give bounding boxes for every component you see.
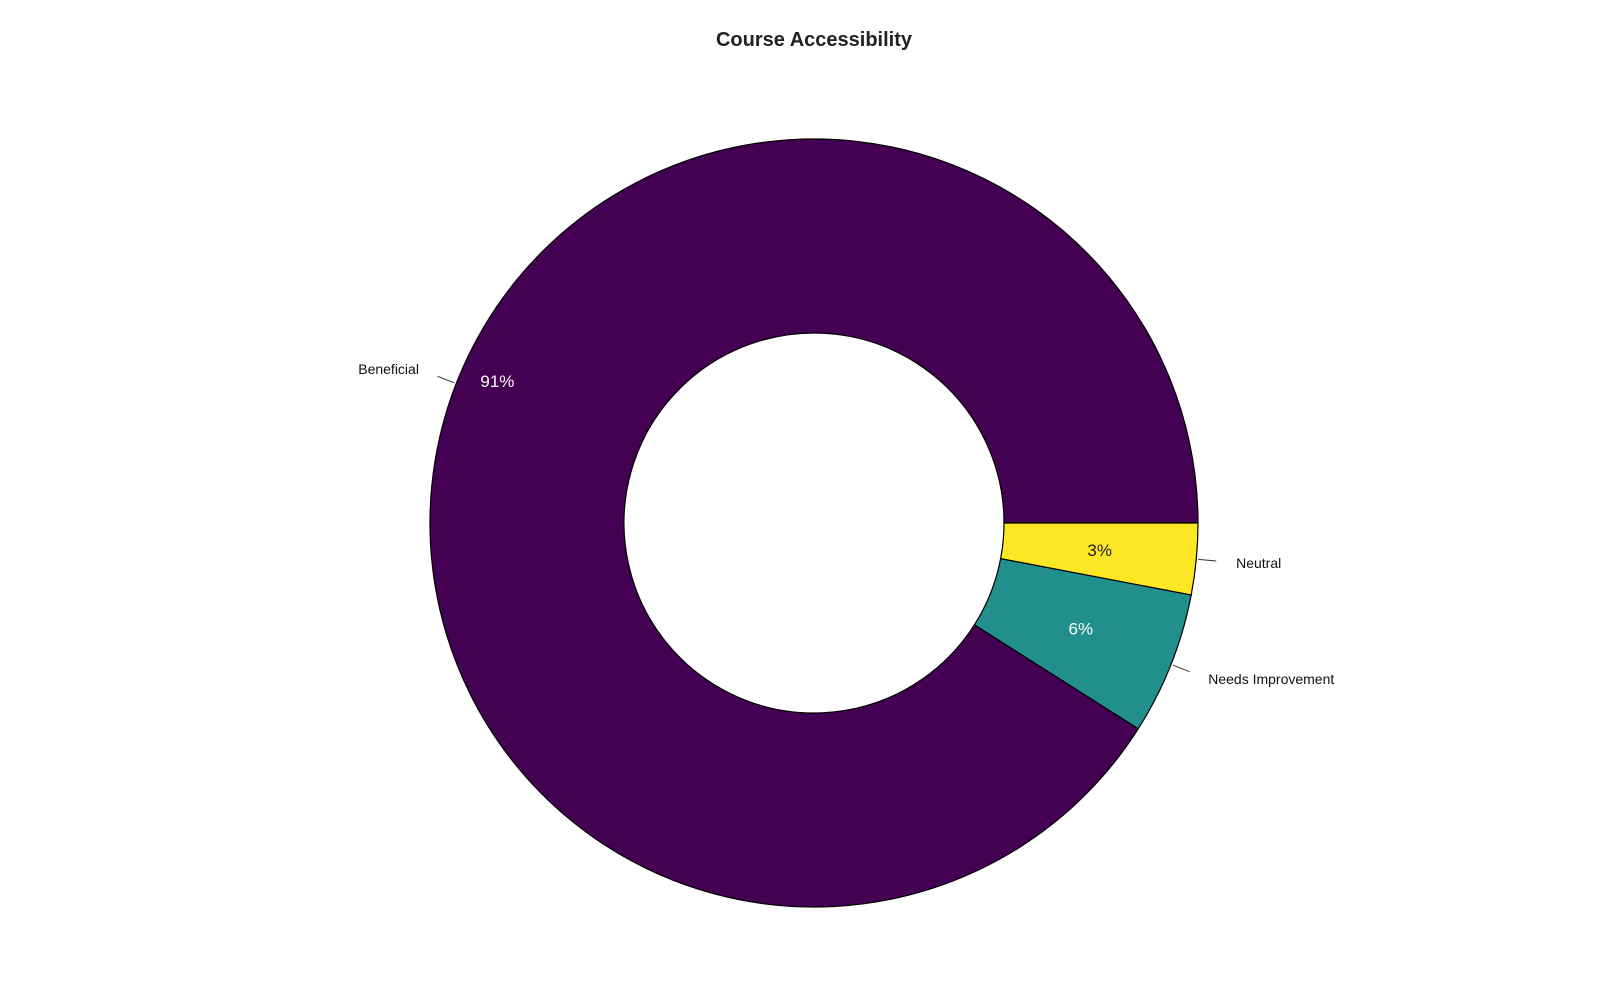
outer-label-neutral: Neutral xyxy=(1236,555,1281,571)
leader-lines-group xyxy=(437,375,1217,673)
labels-group: 91% Beneficial 6% Needs Improvement 3% Neutra… xyxy=(358,361,1334,687)
slices-group xyxy=(429,138,1199,908)
outer-label-beneficial: Beneficial xyxy=(358,361,419,377)
chart-title: Course Accessibility xyxy=(716,29,913,51)
leader-line-beneficial xyxy=(437,375,455,384)
slice-neutral xyxy=(999,522,1199,596)
slice-needs-improvement xyxy=(973,557,1192,730)
pct-label-neutral: 3% xyxy=(1087,541,1112,560)
pct-label-needs-improvement: 6% xyxy=(1069,620,1094,639)
leader-line-needs-improvement xyxy=(1172,664,1190,673)
pct-label-beneficial: 91% xyxy=(480,372,514,391)
outer-label-needs-improvement: Needs Improvement xyxy=(1208,671,1334,687)
slice-beneficial xyxy=(429,138,1199,908)
leader-line-neutral xyxy=(1198,558,1217,562)
